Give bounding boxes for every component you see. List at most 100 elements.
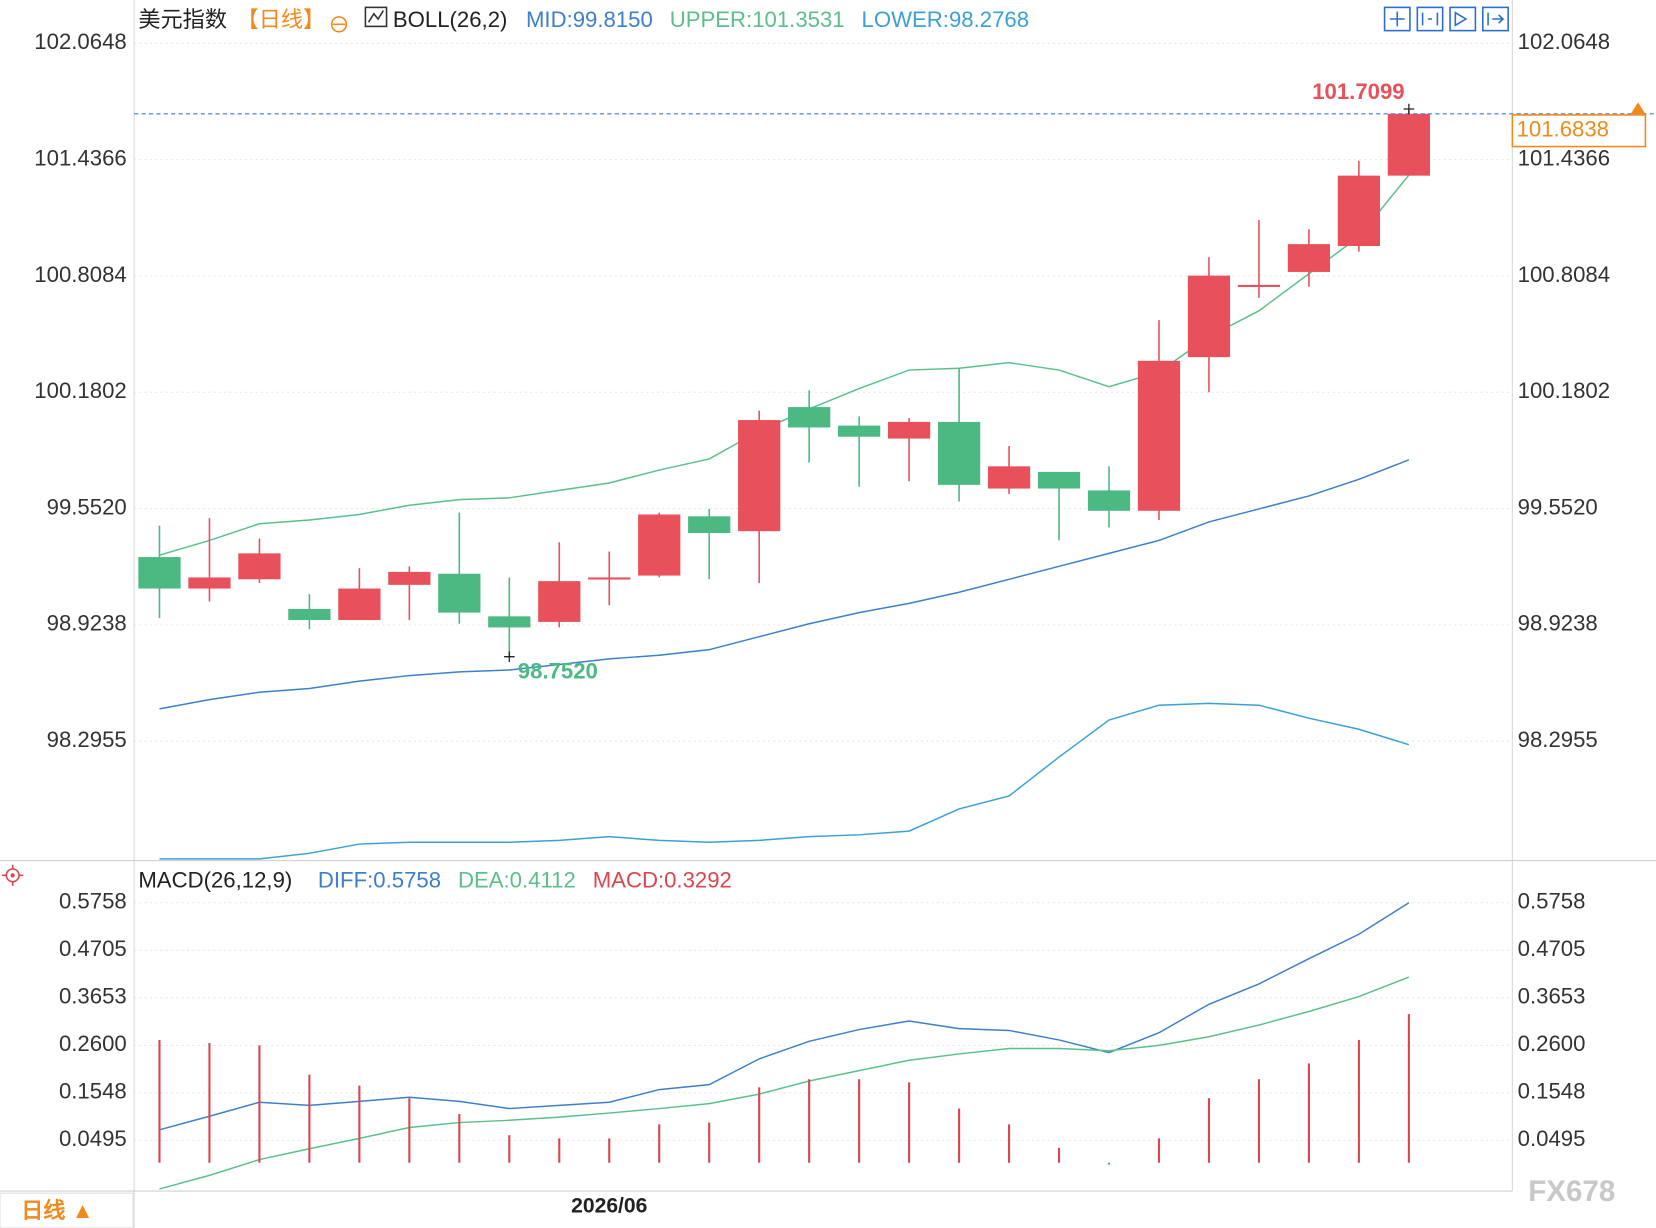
candle-body bbox=[1387, 113, 1430, 176]
candle-body bbox=[438, 573, 481, 613]
candle-body bbox=[388, 571, 431, 585]
candle-body bbox=[1137, 360, 1181, 511]
candle-body bbox=[338, 588, 381, 621]
macd-bar bbox=[1307, 1063, 1310, 1163]
candle-body bbox=[838, 425, 881, 437]
macd-bar bbox=[1157, 1138, 1161, 1163]
candle-body bbox=[488, 616, 531, 628]
indicator: BOLL(26,2) bbox=[393, 7, 508, 32]
candle-body bbox=[1237, 284, 1281, 288]
macd-bar bbox=[1407, 1014, 1410, 1163]
macd-bar bbox=[808, 1079, 811, 1163]
y-tick-label-right: 98.9238 bbox=[1518, 611, 1598, 636]
macd-title: MACD(26,12,9) bbox=[138, 868, 292, 893]
y-tick-label: 100.8084 bbox=[34, 262, 126, 287]
period[interactable]: 【日线】 bbox=[237, 7, 326, 32]
candle-body bbox=[1037, 471, 1081, 489]
y-tick-label-right: 98.2955 bbox=[1518, 727, 1598, 752]
macd-bar bbox=[1008, 1124, 1011, 1163]
y-tick-label: 100.1802 bbox=[34, 378, 126, 403]
y-tick-label-right: 101.4366 bbox=[1518, 145, 1610, 170]
y-tick-label: 0.5758 bbox=[59, 889, 127, 914]
y-tick-label: 99.5520 bbox=[47, 494, 127, 519]
candle-body bbox=[788, 407, 831, 428]
macd-bar bbox=[558, 1138, 561, 1163]
macd-bar bbox=[308, 1074, 311, 1163]
toolbar bbox=[1383, 6, 1509, 32]
boll-line bbox=[159, 702, 1410, 860]
candle-body bbox=[638, 514, 681, 576]
legend-entry: MACD:0.3292 bbox=[593, 868, 732, 893]
y-tick-label: 0.4705 bbox=[59, 936, 127, 961]
legend-entry: UPPER:101.3531 bbox=[670, 7, 845, 32]
price-arrow bbox=[1630, 102, 1646, 115]
period-button[interactable]: 日线 ▲ bbox=[21, 1198, 93, 1223]
candle-body bbox=[937, 421, 981, 485]
y-tick-label-right: 0.1548 bbox=[1518, 1079, 1586, 1104]
last-price-box bbox=[1511, 114, 1647, 148]
tool-button[interactable] bbox=[1482, 6, 1509, 32]
collapse-icon[interactable] bbox=[330, 16, 348, 33]
macd-bar bbox=[408, 1098, 411, 1163]
candle-body bbox=[738, 420, 781, 532]
y-tick-label-right: 0.4705 bbox=[1518, 936, 1586, 961]
candle-body bbox=[1087, 490, 1131, 511]
legend-entry: MID:99.8150 bbox=[526, 7, 653, 32]
macd-line bbox=[159, 976, 1410, 1190]
y-tick-label-right: 0.5758 bbox=[1518, 889, 1586, 914]
macd-bar bbox=[508, 1135, 511, 1163]
macd-bar bbox=[708, 1122, 711, 1163]
candle-body bbox=[1187, 275, 1231, 358]
y-tick-label: 102.0648 bbox=[34, 29, 126, 54]
candle-body bbox=[538, 581, 581, 622]
y-tick-label: 98.2955 bbox=[47, 727, 127, 752]
y-tick-label: 0.0495 bbox=[59, 1126, 127, 1151]
period-button-box[interactable] bbox=[0, 1192, 134, 1228]
macd-bar bbox=[608, 1138, 611, 1163]
macd-line bbox=[159, 902, 1410, 1131]
tool-button[interactable] bbox=[1449, 6, 1477, 32]
tool-button[interactable] bbox=[1383, 6, 1411, 32]
y-tick-label-right: 102.0648 bbox=[1518, 29, 1610, 54]
macd-bar bbox=[258, 1045, 261, 1163]
x-tick-label: 2026/06 bbox=[571, 1194, 647, 1217]
high-label: 101.7099 bbox=[1312, 79, 1404, 104]
low-label: 98.7520 bbox=[518, 658, 598, 683]
candle-body bbox=[688, 516, 731, 534]
legend-entry: DIFF:0.5758 bbox=[318, 868, 441, 893]
y-tick-label: 0.2600 bbox=[59, 1031, 127, 1056]
y-tick-label-right: 0.2600 bbox=[1518, 1031, 1586, 1056]
high-marker bbox=[1403, 103, 1415, 115]
macd-bar bbox=[958, 1108, 961, 1163]
macd-bar bbox=[1357, 1039, 1360, 1163]
candle-body bbox=[238, 553, 281, 580]
macd-bar bbox=[1057, 1147, 1061, 1163]
legend-entry: DEA:0.4112 bbox=[458, 868, 576, 893]
low-marker bbox=[504, 651, 515, 662]
candle-body bbox=[138, 557, 181, 589]
last-price-label: 101.6838 bbox=[1517, 117, 1609, 142]
candle-body bbox=[588, 577, 631, 580]
macd-bar bbox=[208, 1043, 211, 1163]
y-tick-label: 0.1548 bbox=[59, 1079, 127, 1104]
y-tick-label: 98.9238 bbox=[47, 611, 127, 636]
candle-body bbox=[987, 466, 1031, 489]
y-tick-label-right: 100.1802 bbox=[1518, 378, 1610, 403]
candle-body bbox=[188, 577, 231, 589]
watermark: FX678 bbox=[1528, 1175, 1615, 1208]
candle-body bbox=[1337, 175, 1381, 247]
candle-body bbox=[288, 608, 331, 621]
tool-button[interactable] bbox=[1416, 6, 1444, 32]
macd-bar bbox=[1257, 1079, 1260, 1163]
macd-bar bbox=[658, 1124, 661, 1163]
legend-entry: LOWER:98.2768 bbox=[862, 7, 1030, 32]
y-tick-label: 101.4366 bbox=[34, 145, 126, 170]
candle-body bbox=[1287, 244, 1331, 272]
macd-icon[interactable] bbox=[2, 864, 24, 886]
macd-bar bbox=[908, 1082, 911, 1163]
macd-bar bbox=[1207, 1098, 1211, 1163]
indicator-icon[interactable] bbox=[364, 6, 388, 28]
